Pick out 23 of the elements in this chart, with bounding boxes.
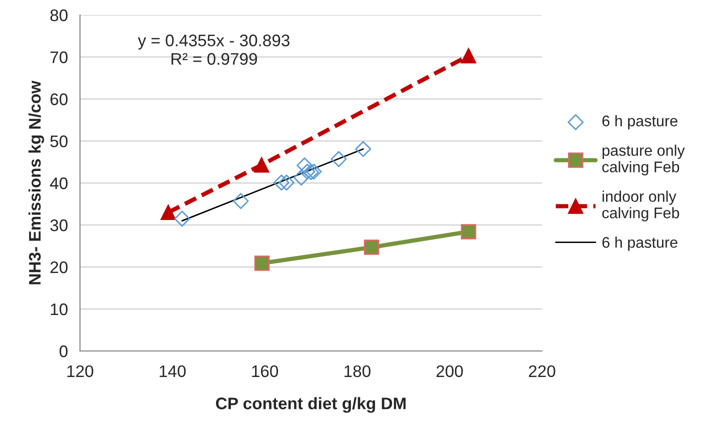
annotation: R² = 0.9799 [172, 53, 257, 65]
legend-label: indoor only calving Feb [602, 190, 680, 222]
legend-label: 6 h pasture [602, 236, 678, 251]
x-axis-title: CP content diet g/kg DM [216, 397, 406, 413]
x-tick-label: 140 [160, 365, 186, 378]
y-tick-label: 20 [50, 261, 68, 274]
y-tick-label: 50 [50, 135, 68, 148]
y-tick-label: 40 [50, 177, 68, 190]
legend-label: 6 h pasture [602, 115, 678, 130]
x-tick-label: 220 [528, 365, 556, 378]
x-tick-label: 200 [436, 365, 463, 378]
x-tick-label: 160 [252, 365, 278, 378]
y-tick-label: 0 [60, 345, 68, 358]
y-tick-label: 30 [50, 219, 68, 232]
x-tick-label: 180 [344, 365, 370, 378]
legend-label: pasture only calving Feb [602, 144, 685, 176]
y-tick-label: 60 [50, 93, 68, 106]
x-tick-label: 120 [67, 365, 94, 378]
y-tick-label: 10 [50, 303, 68, 316]
y-tick-label: 70 [50, 51, 68, 64]
y-axis-title: NH3- Emissions kg N/cow [28, 80, 44, 284]
y-tick-label: 80 [50, 9, 68, 22]
annotation: y = 0.4355x - 30.893 [138, 34, 290, 50]
